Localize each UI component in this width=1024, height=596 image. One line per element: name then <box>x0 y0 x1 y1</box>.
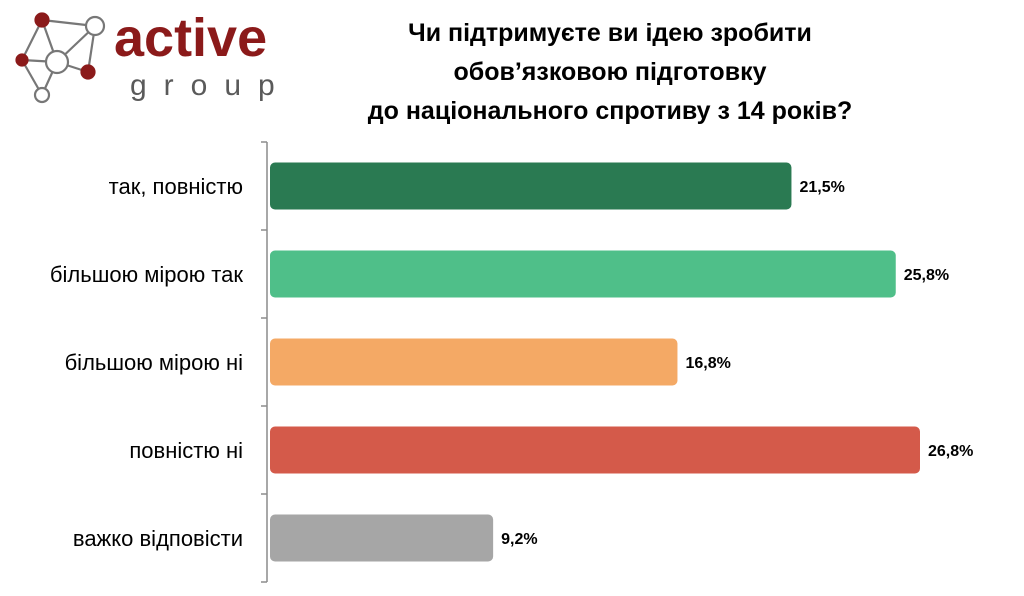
brand-sub: group <box>130 69 292 102</box>
data-label: 25,8% <box>904 267 949 284</box>
active-group-logo: active group <box>15 8 292 104</box>
network-icon <box>15 12 106 104</box>
data-label: 26,8% <box>928 443 973 460</box>
data-label: 16,8% <box>685 355 730 372</box>
brand-name: active <box>114 8 267 68</box>
category-label: більшою мірою так <box>50 262 243 287</box>
data-label: 9,2% <box>501 531 537 548</box>
chart-title-line: Чи підтримуєте ви ідею зробити <box>408 19 812 47</box>
chart-title: Чи підтримуєте ви ідею зробити обов’язко… <box>330 14 890 131</box>
bar <box>270 426 920 474</box>
bar <box>270 514 494 562</box>
chart-title-line: до національного спротиву з 14 років? <box>367 97 853 125</box>
category-label: так, повністю <box>109 174 243 199</box>
data-label: 21,5% <box>799 179 844 196</box>
bar <box>270 338 678 386</box>
category-label: повністю ні <box>129 438 243 463</box>
category-label: важко відповісти <box>73 526 243 551</box>
bar <box>270 250 896 298</box>
chart-title-line: обов’язковою підготовку <box>453 58 767 86</box>
bar <box>270 162 792 210</box>
category-label: більшою мірою ні <box>65 350 243 375</box>
